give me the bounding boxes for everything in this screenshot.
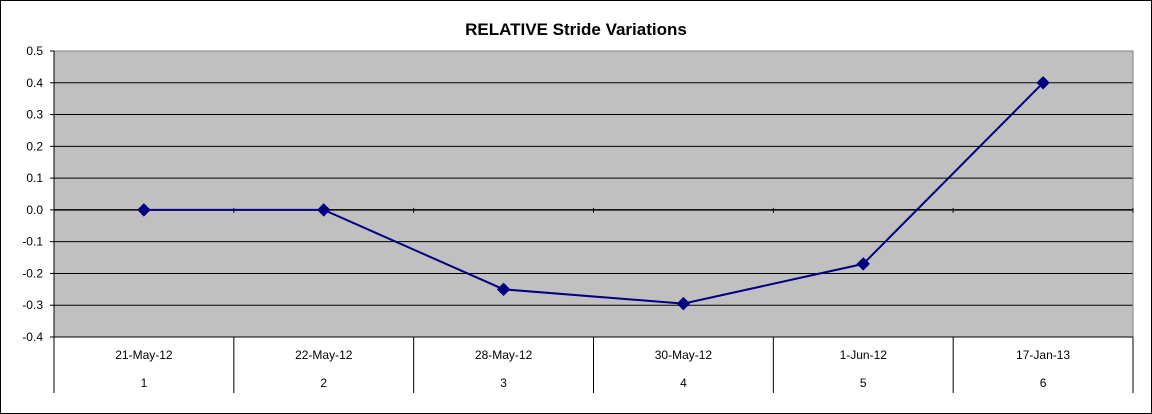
series-layer [137,76,1050,311]
x-tick-label-index: 5 [860,376,867,390]
y-tick-label: 0.0 [26,203,43,217]
data-point-marker [676,296,691,311]
x-tick-label-index: 1 [141,376,148,390]
y-tick-label: 0.1 [26,171,43,185]
data-point-marker [317,203,331,217]
y-tick-label: -0.3 [22,298,43,312]
data-point-marker [137,203,151,217]
x-tick-label-date: 21-May-12 [115,348,173,362]
x-tick-label-index: 3 [500,376,507,390]
plot-background [54,51,1133,337]
y-tick-label: -0.1 [22,235,43,249]
chart-title: RELATIVE Stride Variations [465,20,687,39]
y-tick-label: 0.5 [26,44,43,58]
y-tick-label: 0.2 [26,139,43,153]
x-tick-label-date: 17-Jan-13 [1016,348,1070,362]
x-tick-label-index: 2 [320,376,327,390]
x-tick-label-date: 22-May-12 [295,348,353,362]
x-tick-label-date: 28-May-12 [475,348,533,362]
x-tick-label-date: 30-May-12 [655,348,713,362]
y-tick-label: 0.3 [26,108,43,122]
series-line [143,82,1044,305]
x-tick-label-index: 4 [680,376,687,390]
data-point-marker [856,257,870,271]
data-point-marker [1036,76,1050,90]
data-point-marker [496,282,511,297]
y-tick-label: 0.4 [26,76,43,90]
y-tick-label: -0.4 [22,330,43,344]
x-tick-label-date: 1-Jun-12 [840,348,888,362]
plot-area [53,50,1134,338]
x-tick-label-index: 6 [1040,376,1047,390]
y-tick-label: -0.2 [22,266,43,280]
